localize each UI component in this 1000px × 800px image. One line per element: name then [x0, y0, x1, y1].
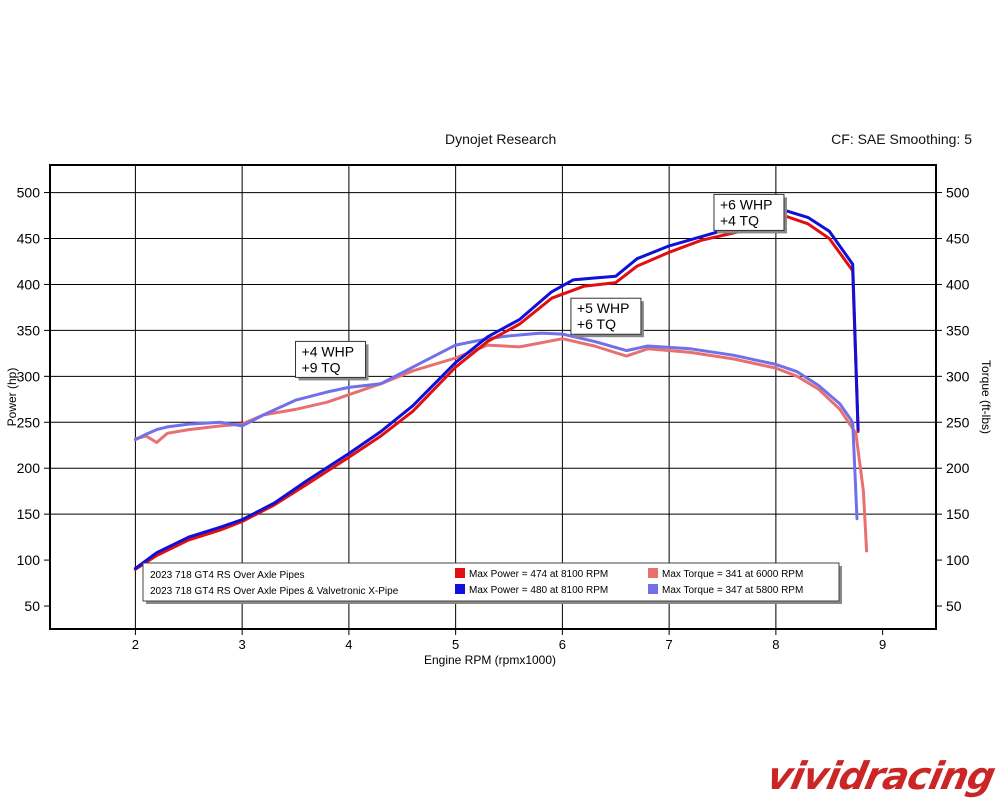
annotation-box: +4 WHP+9 TQ	[295, 340, 369, 381]
y-tick-label-right: 100	[946, 552, 970, 568]
y-tick-label-left: 400	[17, 276, 41, 292]
y-tick-label-right: 450	[946, 231, 970, 247]
y-tick-label-right: 250	[946, 414, 970, 430]
legend-entry: Max Power = 474 at 8100 RPM	[469, 569, 608, 580]
legend-swatch	[648, 584, 658, 594]
watermark-logo: vividracing	[763, 754, 999, 798]
x-tick-label: 4	[345, 637, 352, 652]
y-tick-label-left: 50	[24, 598, 40, 614]
y-tick-label-left: 300	[17, 368, 41, 384]
legend-run-name: 2023 718 GT4 RS Over Axle Pipes	[150, 570, 305, 581]
x-tick-label: 7	[666, 637, 673, 652]
legend-entry: Max Torque = 347 at 5800 RPM	[662, 585, 803, 596]
y-tick-label-right: 50	[946, 598, 962, 614]
x-tick-label: 6	[559, 637, 566, 652]
legend-swatch	[455, 568, 465, 578]
y-tick-label-left: 250	[17, 414, 41, 430]
chart-source: Dynojet Research	[445, 131, 557, 147]
annotations: +4 WHP+9 TQ +5 WHP+6 TQ +6 WHP+4 TQ	[295, 193, 787, 381]
y-axis-label-left: Power (hp)	[5, 368, 19, 427]
annotation-text: +4 TQ	[720, 212, 759, 228]
legend-run-name: 2023 718 GT4 RS Over Axle Pipes & Valvet…	[150, 586, 399, 597]
annotation-box: +6 WHP+4 TQ	[713, 193, 787, 234]
x-tick-label: 5	[452, 637, 459, 652]
x-tick-label: 2	[132, 637, 139, 652]
annotation-text: +5 WHP	[577, 300, 630, 316]
legend: 2023 718 GT4 RS Over Axle Pipes 2023 718 …	[142, 562, 842, 604]
y-tick-label-right: 400	[946, 276, 970, 292]
y-tick-label-right: 150	[946, 506, 970, 522]
legend-swatch	[648, 568, 658, 578]
series-lines	[133, 209, 869, 571]
annotation-text: +9 TQ	[302, 359, 341, 375]
x-tick-label: 9	[879, 637, 886, 652]
legend-swatch	[455, 584, 465, 594]
y-tick-label-right: 500	[946, 185, 970, 201]
series-line-power-base	[133, 215, 860, 571]
legend-entry: Max Torque = 341 at 6000 RPM	[662, 569, 803, 580]
y-tick-label-right: 300	[946, 368, 970, 384]
annotation-text: +6 TQ	[577, 316, 616, 332]
y-tick-label-right: 350	[946, 322, 970, 338]
y-tick-label-left: 150	[17, 506, 41, 522]
y-tick-label-right: 200	[946, 460, 970, 476]
y-tick-label-left: 450	[17, 231, 41, 247]
x-tick-label: 3	[239, 637, 246, 652]
y-axis-label-right: Torque (ft-lbs)	[979, 360, 993, 434]
y-tick-label-left: 350	[17, 322, 41, 338]
annotation-text: +6 WHP	[720, 196, 773, 212]
y-tick-label-left: 200	[17, 460, 41, 476]
legend-background	[142, 562, 840, 602]
annotation-background	[713, 193, 785, 231]
series-line-power-xpipe	[133, 209, 860, 570]
annotation-box: +5 WHP+6 TQ	[570, 297, 644, 338]
y-tick-label-left: 500	[17, 185, 41, 201]
series-line-torque-base	[133, 337, 869, 553]
x-axis-label: Engine RPM (rpmx1000)	[424, 653, 556, 667]
axis-ticks: 2 3 4 5 6 7 8 9 50 50 100 100 150 150 200 200 250 250 300 3…	[17, 185, 970, 652]
grid	[50, 165, 936, 629]
chart-settings: CF: SAE Smoothing: 5	[831, 131, 972, 147]
y-tick-label-left: 100	[17, 552, 41, 568]
plot-frame	[49, 164, 937, 630]
annotation-background	[295, 340, 367, 378]
legend-entry: Max Power = 480 at 8100 RPM	[469, 585, 608, 596]
annotation-background	[570, 297, 642, 335]
annotation-text: +4 WHP	[302, 343, 355, 359]
x-tick-label: 8	[772, 637, 779, 652]
